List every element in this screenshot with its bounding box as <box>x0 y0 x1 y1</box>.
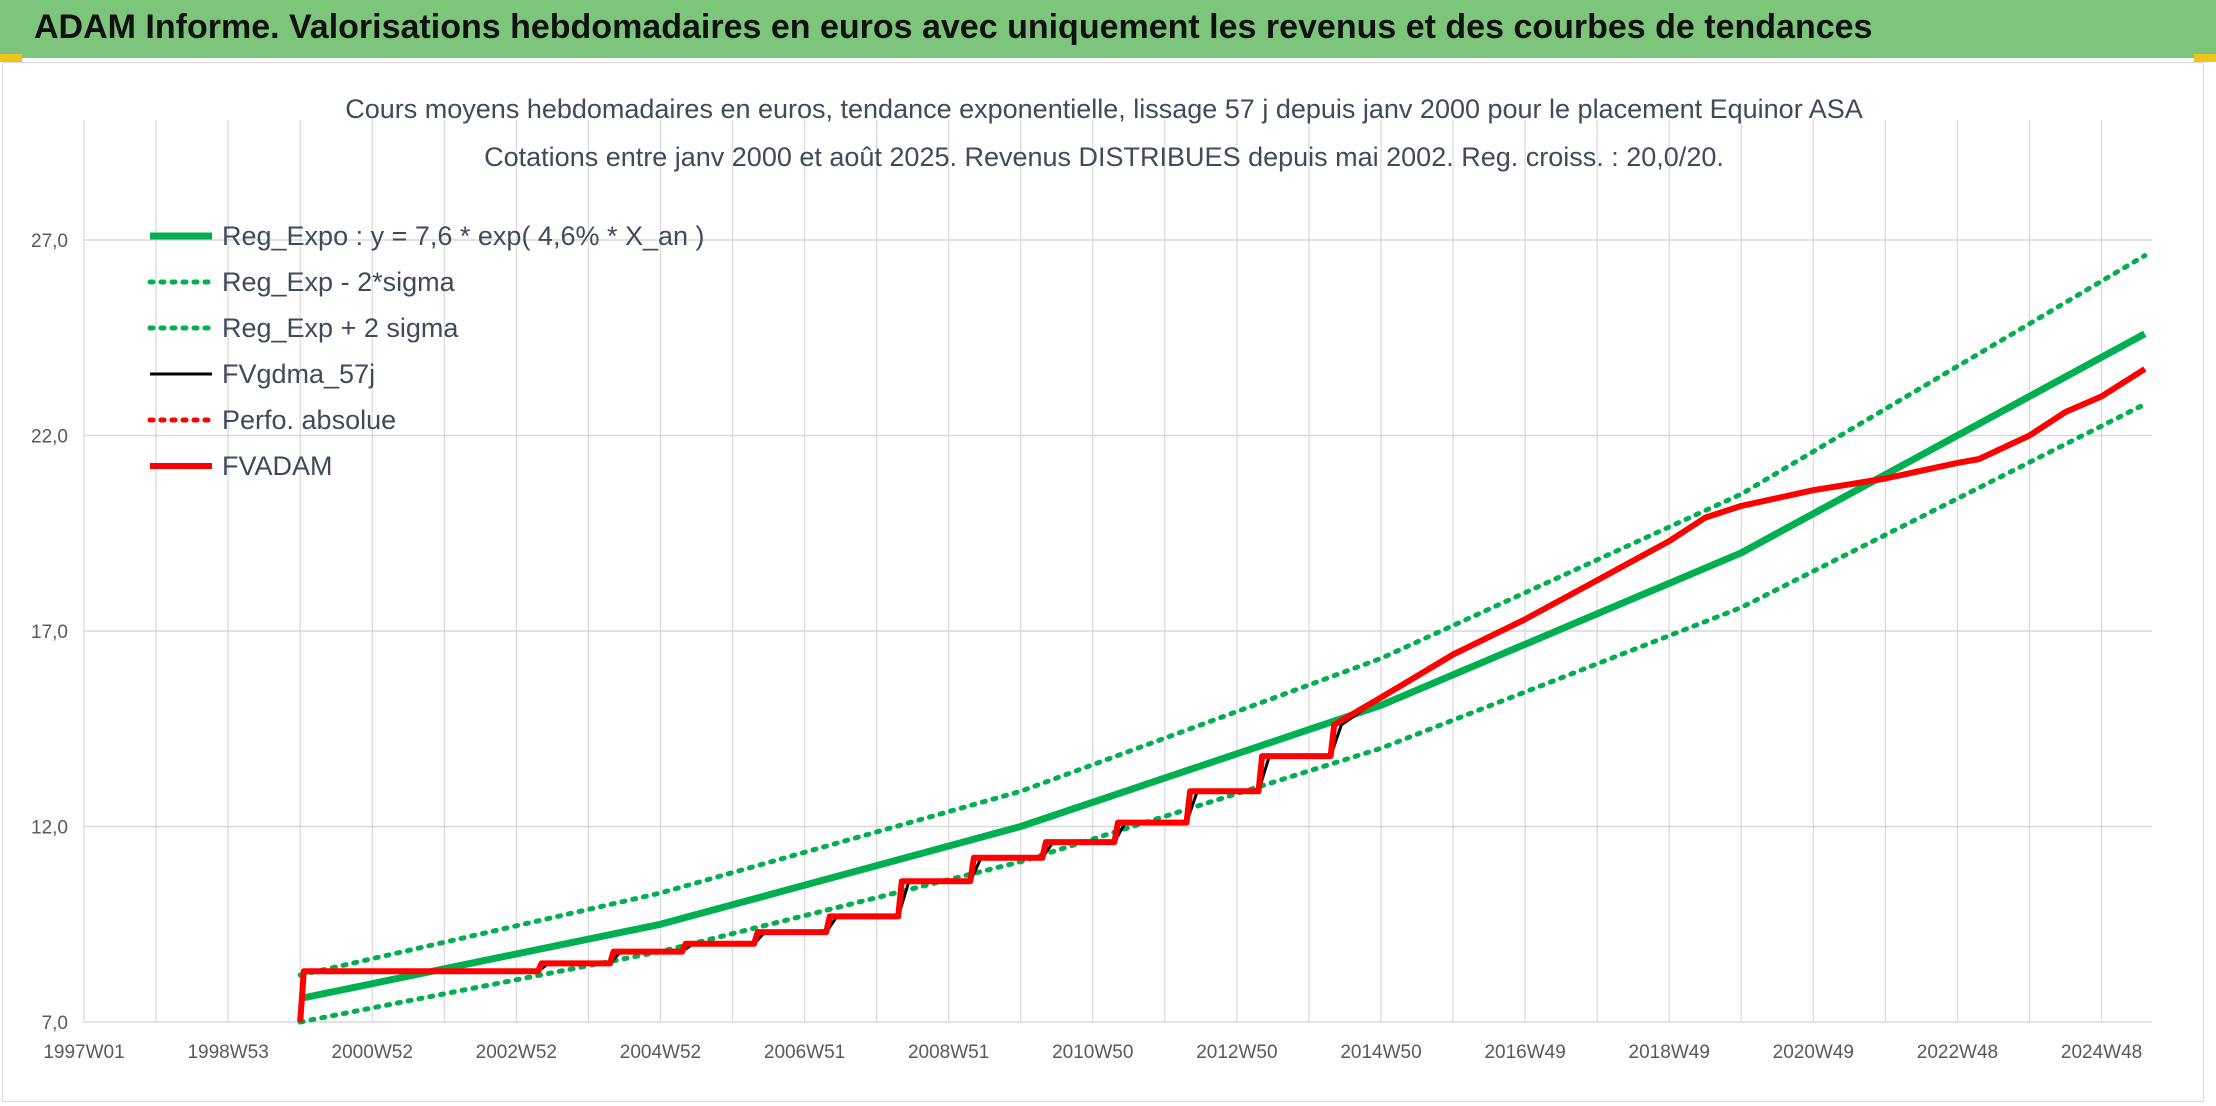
legend-label: Reg_Exp - 2*sigma <box>222 267 456 297</box>
x-tick-label: 2002W52 <box>476 1042 557 1063</box>
x-tick-label: 2012W50 <box>1196 1042 1277 1063</box>
gridlines <box>83 120 2152 1023</box>
chart-frame <box>2 62 2204 1102</box>
y-tick-label: 12,0 <box>31 818 68 839</box>
header-banner: ADAM Informe. Valorisations hebdomadaire… <box>0 0 2216 58</box>
x-tick-label: 2008W51 <box>908 1042 989 1063</box>
legend-label: Perfo. absolue <box>222 405 396 435</box>
x-axis: 1997W01 1998W53 2000W52 2002W52 2004W52 2006W… <box>43 1042 2142 1063</box>
legend-label: FVADAM <box>222 451 333 481</box>
series-line <box>298 367 2146 1023</box>
legend: Reg_Expo : y = 7,6 * exp( 4,6% * X_an ) R… <box>147 221 705 481</box>
series-line <box>297 253 2148 978</box>
corner-mark-right <box>2194 54 2216 62</box>
x-tick-label: 2020W49 <box>1773 1042 1854 1063</box>
x-tick-label: 2010W50 <box>1052 1042 1133 1063</box>
legend-label: FVgdma_57j <box>222 359 375 389</box>
series-line <box>299 330 2147 1002</box>
x-tick-label: 1998W53 <box>187 1042 268 1063</box>
series-line <box>297 401 2148 1025</box>
x-tick-label: 2014W50 <box>1340 1042 1421 1063</box>
x-tick-label: 2004W52 <box>620 1042 701 1063</box>
x-tick-label: 2024W48 <box>2061 1042 2142 1063</box>
x-tick-label: 2000W52 <box>332 1042 413 1063</box>
y-tick-label: 27,0 <box>31 231 68 252</box>
x-tick-label: 1997W01 <box>43 1042 124 1063</box>
x-tick-label: 2018W49 <box>1629 1042 1710 1063</box>
chart-title: Cours moyens hebdomadaires en euros, ten… <box>345 94 1862 124</box>
x-tick-label: 2016W49 <box>1484 1042 1565 1063</box>
legend-label: Reg_Expo : y = 7,6 * exp( 4,6% * X_an ) <box>222 221 705 251</box>
page-title: ADAM Informe. Valorisations hebdomadaire… <box>34 8 1873 46</box>
x-tick-label: 2022W48 <box>1917 1042 1998 1063</box>
series-line <box>297 366 2147 1023</box>
series-lines <box>297 253 2148 1025</box>
y-tick-label: 7,0 <box>42 1013 68 1034</box>
chart-subtitle: Cotations entre janv 2000 et août 2025. … <box>484 142 1724 172</box>
corner-mark-left <box>0 54 22 62</box>
y-axis: 7,0 12,0 17,0 22,0 27,0 <box>31 231 68 1034</box>
y-tick-label: 17,0 <box>31 622 68 643</box>
legend-label: Reg_Exp + 2 sigma <box>222 313 459 343</box>
y-tick-label: 22,0 <box>31 427 68 448</box>
x-tick-label: 2006W51 <box>764 1042 845 1063</box>
